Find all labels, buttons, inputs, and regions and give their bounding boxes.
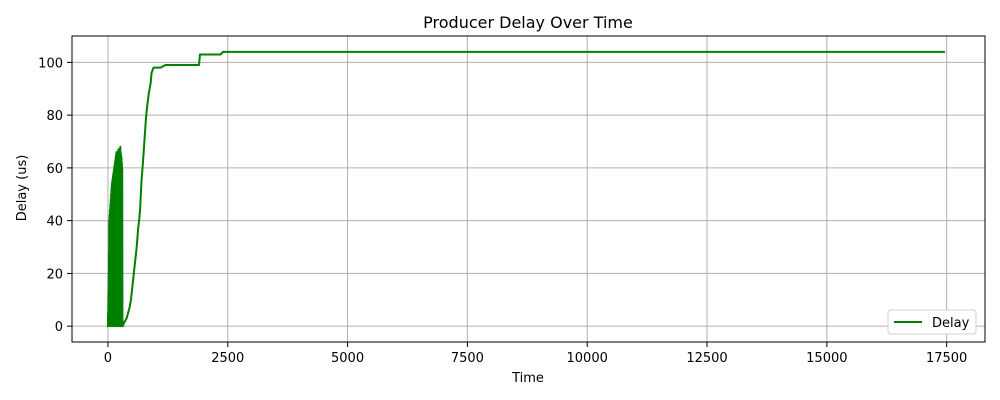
axes [71, 35, 986, 343]
chart-title: Producer Delay Over Time [423, 13, 633, 32]
y-ticks: 0 20 40 60 80 100 [38, 56, 72, 335]
x-tick-label: 2500 [211, 351, 244, 366]
y-axis-label: Delay (us) [15, 155, 30, 222]
x-tick-label: 0 [104, 351, 112, 366]
x-tick-label: 12500 [686, 351, 727, 366]
legend: Delay [887, 309, 977, 335]
y-tick-label: 60 [46, 162, 63, 177]
y-tick-label: 40 [46, 215, 63, 230]
x-tick-label: 10000 [567, 351, 608, 366]
legend-label: Delay [932, 316, 970, 331]
y-tick-label: 80 [46, 109, 63, 124]
x-axis-label: Time [511, 371, 544, 386]
x-ticks: 0 2500 5000 7500 10000 12500 15000 17500 [104, 342, 967, 366]
plot-frame [71, 35, 986, 343]
legend-box [887, 309, 977, 335]
series-layer [106, 50, 946, 328]
x-tick-label: 15000 [806, 351, 847, 366]
x-tick-label: 17500 [926, 351, 967, 366]
x-tick-label: 7500 [451, 351, 484, 366]
series-line-delay [106, 50, 946, 328]
x-tick-label: 5000 [331, 351, 364, 366]
y-tick-label: 0 [55, 320, 63, 335]
y-tick-label: 20 [46, 267, 63, 282]
grid [72, 36, 985, 342]
y-tick-label: 100 [38, 56, 63, 71]
